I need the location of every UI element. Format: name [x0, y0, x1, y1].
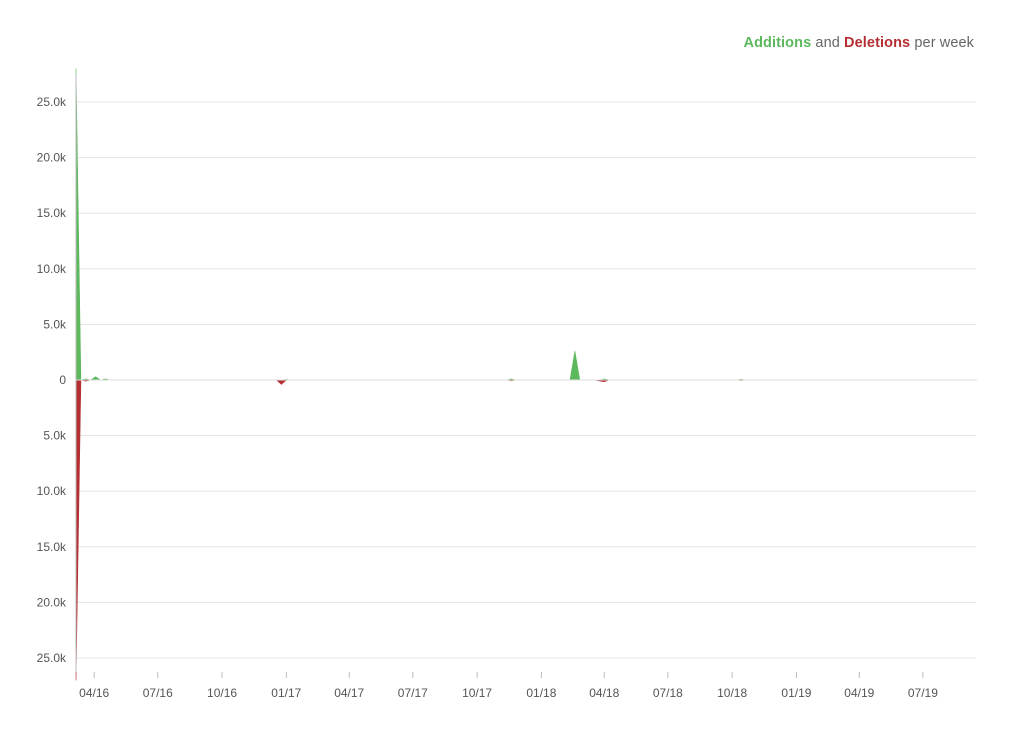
- series-area-additions: [75, 68, 977, 381]
- y-tick-label: 5.0k: [43, 429, 67, 443]
- y-tick-label: 15.0k: [37, 540, 67, 554]
- legend-connector: and: [815, 35, 840, 51]
- x-tick-label: 07/17: [398, 686, 428, 700]
- y-tick-label: 25.0k: [37, 95, 67, 109]
- x-tick-label: 07/16: [143, 686, 173, 700]
- y-tick-label: 5.0k: [43, 317, 67, 331]
- x-tick-label: 04/19: [844, 686, 874, 700]
- series-area-deletions: [75, 379, 977, 681]
- x-tick-label: 10/18: [717, 686, 747, 700]
- x-tick-label: 07/18: [653, 686, 683, 700]
- y-tick-label: 20.0k: [37, 595, 67, 609]
- x-tick-label: 04/18: [589, 686, 619, 700]
- chart-legend: Additions and Deletions per week: [744, 35, 975, 51]
- y-tick-label: 0: [59, 373, 66, 387]
- y-tick-label: 10.0k: [37, 484, 67, 498]
- x-tick-label: 01/17: [271, 686, 301, 700]
- y-tick-label: 15.0k: [37, 206, 67, 220]
- x-tick-label: 01/18: [526, 686, 556, 700]
- legend-additions: Additions: [743, 35, 812, 51]
- y-tick-label: 20.0k: [37, 151, 67, 165]
- x-tick-label: 04/16: [79, 686, 109, 700]
- x-tick-label: 10/17: [462, 686, 492, 700]
- x-tick-label: 07/19: [908, 686, 938, 700]
- axes: 25.0k 20.0k 15.0k 10.0k 5.0k 0 5.0k 10.0k 15.0k 2…: [37, 74, 976, 700]
- y-tick-label: 10.0k: [37, 262, 67, 276]
- x-tick-label: 04/17: [334, 686, 364, 700]
- y-tick-label: 25.0k: [37, 651, 67, 665]
- legend-suffix: per week: [914, 35, 974, 51]
- legend-deletions: Deletions: [844, 35, 911, 51]
- x-tick-label: 10/16: [207, 686, 237, 700]
- series-areas: [75, 68, 977, 681]
- x-tick-label: 01/19: [781, 686, 811, 700]
